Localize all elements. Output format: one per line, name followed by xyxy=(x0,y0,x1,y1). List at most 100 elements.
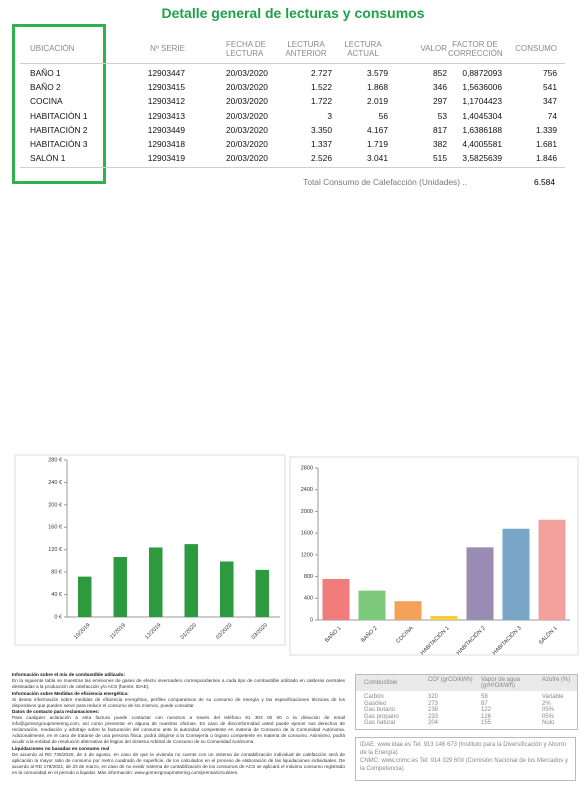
bar xyxy=(113,557,127,617)
contacts: IDAE: www.idae.es Tel: 913 146 673 (Inst… xyxy=(355,737,576,781)
table-cell: SALÓN 1 xyxy=(30,153,66,164)
fuel-header: CO² (grCO/kWh) xyxy=(428,677,473,683)
highlight-box xyxy=(12,24,106,184)
total-value: 6.584 xyxy=(534,177,555,187)
table-cell: 1.339 xyxy=(536,124,557,135)
table-cell: COCINA xyxy=(30,96,63,107)
table-cell: 346 xyxy=(433,82,447,93)
bar xyxy=(322,578,350,620)
table-cell: 3,5825639 xyxy=(462,153,502,164)
table-cell: 756 xyxy=(543,68,557,78)
y-tick-label: 800 xyxy=(304,574,313,580)
x-tick-label: BAÑO 2 xyxy=(359,625,378,644)
y-tick-label: 160 € xyxy=(48,525,62,531)
y-tick-label: 2000 xyxy=(301,509,313,515)
x-tick-label: 03/2020 xyxy=(251,622,269,640)
bar xyxy=(538,519,566,620)
fuel-cell: Nulo xyxy=(542,720,555,727)
y-tick-label: 120 € xyxy=(48,547,62,553)
column-header: UBICACIÓN xyxy=(30,44,75,53)
table-cell: 20/03/2020 xyxy=(226,110,268,121)
y-tick-label: 1600 xyxy=(301,531,313,537)
table-cell: 2.727 xyxy=(311,68,332,78)
contact-line: CNMC: www.cnmc.es Tel: 914 329 600 (Comi… xyxy=(360,758,568,772)
x-tick-label: 12/2019 xyxy=(144,622,162,640)
info-heading: Datos de contacto para reclamaciones: xyxy=(12,709,100,715)
fuel-cell: 204 xyxy=(428,720,439,727)
table-cell: 1,1704423 xyxy=(462,96,502,107)
table-cell: 12903447 xyxy=(147,68,185,78)
info-heading: Información sobre el mix de combustible … xyxy=(12,672,126,677)
column-header: LECTURA ACTUAL xyxy=(344,40,382,58)
fuel-header: Azufre (%) xyxy=(542,677,571,683)
table-cell: 3.350 xyxy=(311,124,332,135)
fuel-cell: 05% xyxy=(542,707,555,714)
table-cell: 20/03/2020 xyxy=(226,124,268,135)
y-tick-label: 1200 xyxy=(301,552,313,558)
info-text: Si desea información sobre medidas de ef… xyxy=(12,696,345,708)
x-tick-label: 01/2020 xyxy=(180,622,198,640)
table-cell: 56 xyxy=(378,110,388,121)
table-cell: HABITACIÓN 1 xyxy=(30,110,88,121)
y-tick-label: 400 xyxy=(304,596,313,602)
fuel-cell: 233 xyxy=(428,713,439,720)
table-cell: 1,4045304 xyxy=(462,110,502,121)
y-tick-label: 2400 xyxy=(301,487,313,493)
fuel-cell: Variable xyxy=(542,694,564,700)
column-header: CONSUMO xyxy=(515,44,557,53)
chart-frame xyxy=(14,454,286,646)
info-heading: Información sobre Medidas de eficiencia … xyxy=(12,690,129,696)
x-tick-label: SALÓN 1 xyxy=(537,625,558,646)
total-label: Total Consumo de Calefacción (Unidades) … xyxy=(303,177,467,187)
x-tick-label: 11/2019 xyxy=(109,622,127,640)
table-cell: 1,6386188 xyxy=(462,124,502,135)
column-header: Nº SERIE xyxy=(150,44,185,53)
table-cell: 3.041 xyxy=(367,153,388,164)
table-cell: 4.167 xyxy=(367,124,388,135)
fuel-cell: Gas natural xyxy=(364,720,396,727)
table-cell: 1.868 xyxy=(367,82,388,93)
y-tick-label: 80 € xyxy=(51,570,62,576)
fuel-cell: Gasóleo xyxy=(364,700,387,707)
table-cell: HABITACIÓN 2 xyxy=(30,124,88,135)
x-tick-label: BAÑO 1 xyxy=(323,625,342,644)
contact-line: IDAE: www.idae.es Tel: 913 146 673 (Inst… xyxy=(360,742,566,756)
fuel-header-bg xyxy=(356,675,577,691)
table-cell: 297 xyxy=(433,96,447,107)
bar xyxy=(149,547,163,617)
table-cell: 20/03/2020 xyxy=(226,96,268,107)
table-cell: HABITACIÓN 3 xyxy=(30,139,88,149)
table-cell: 12903419 xyxy=(147,153,185,164)
table-cell: 852 xyxy=(433,68,447,78)
fuel-cell: 87 xyxy=(481,700,488,707)
column-header: FACTOR DE CORRECCIÓN xyxy=(448,40,503,58)
fuel-cell: Carbón xyxy=(364,694,384,700)
rule xyxy=(20,167,565,168)
table-cell: 541 xyxy=(543,82,557,93)
fuel-header: Vapor de agua (grH²O/kWh) xyxy=(481,677,520,689)
bar xyxy=(358,590,386,620)
fuel-cell: Gas propano xyxy=(364,713,399,720)
fuel-header: Combustible xyxy=(364,680,398,686)
y-tick-label: 280 € xyxy=(48,457,62,463)
column-header: VALOR xyxy=(420,44,447,53)
fuel-cell: 126 xyxy=(481,713,492,720)
column-header: FECHA DE LECTURA xyxy=(226,40,267,58)
table-cell: 20/03/2020 xyxy=(226,153,268,164)
column-header: LECTURA ANTERIOR xyxy=(285,40,327,58)
x-tick-label: HABITACIÓN 3 xyxy=(491,625,523,657)
table-cell: 1.722 xyxy=(311,96,332,107)
y-tick-label: 240 € xyxy=(48,480,62,486)
x-tick-label: COCINA xyxy=(395,625,415,645)
x-tick-label: HABITACIÓN 1 xyxy=(419,625,451,657)
table-cell: 515 xyxy=(433,153,447,164)
x-tick-label: 10/2019 xyxy=(73,622,91,640)
bar xyxy=(255,569,269,617)
table-cell: 20/03/2020 xyxy=(226,68,268,78)
y-tick-label: 0 xyxy=(310,617,313,623)
bar xyxy=(220,561,234,617)
info-text: De acuerdo al RD 736/2020, de 4 de agost… xyxy=(12,751,345,775)
info-text: Para cualquier aclaración a esta factura… xyxy=(12,715,345,744)
